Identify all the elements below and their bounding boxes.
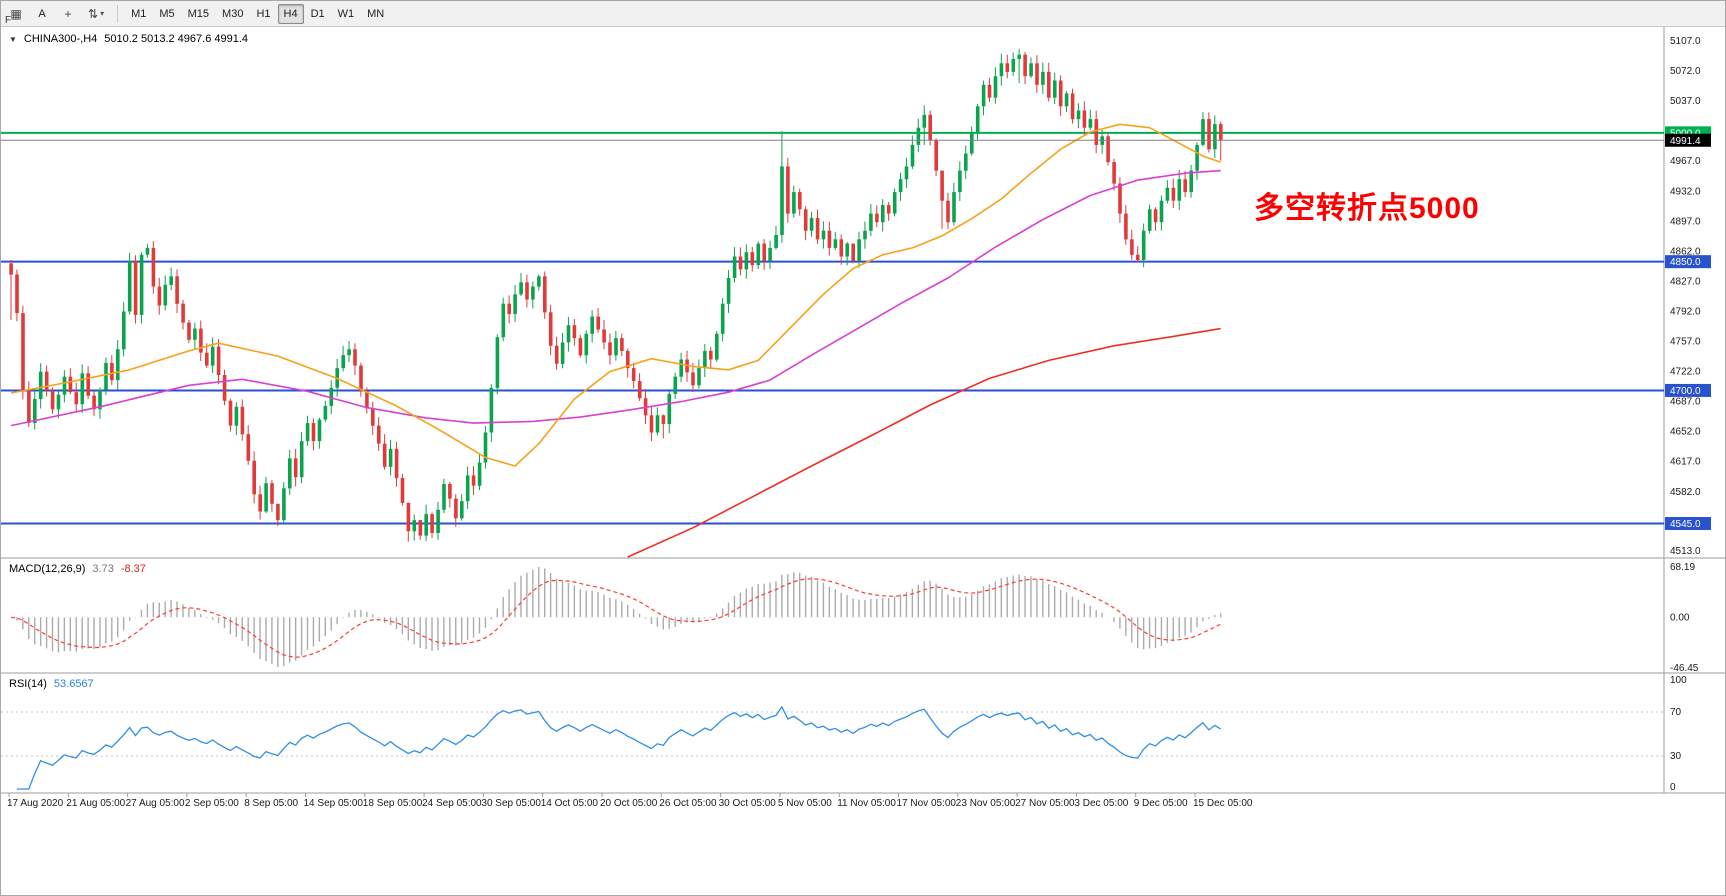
objects-icon: ⇅	[88, 6, 99, 21]
timeframe-button-m15[interactable]: M15	[182, 4, 215, 24]
svg-text:14 Oct 05:00: 14 Oct 05:00	[541, 798, 599, 809]
svg-text:4991.4: 4991.4	[1670, 136, 1701, 147]
svg-text:8 Sep 05:00: 8 Sep 05:00	[244, 798, 298, 809]
svg-text:68.19: 68.19	[1670, 562, 1695, 573]
macd-name: MACD(12,26,9)	[9, 563, 86, 575]
top-toolbar: ▦ A + ⇅ ▾ M1 M5 M15 M30 H1 H4 D1 W1 MN	[1, 1, 1725, 27]
svg-text:5072.0: 5072.0	[1670, 66, 1701, 77]
svg-text:4850.0: 4850.0	[1670, 257, 1701, 268]
timeframe-button-mn[interactable]: MN	[361, 4, 390, 24]
svg-text:24 Sep 05:00: 24 Sep 05:00	[422, 798, 482, 809]
svg-text:4862.0: 4862.0	[1670, 246, 1701, 257]
hline-4850[interactable]: 4850.0	[1, 255, 1711, 269]
svg-text:9 Dec 05:00: 9 Dec 05:00	[1134, 798, 1188, 809]
svg-text:4700.0: 4700.0	[1670, 386, 1701, 397]
svg-text:27 Nov 05:00: 27 Nov 05:00	[1015, 798, 1075, 809]
svg-text:4513.0: 4513.0	[1670, 546, 1701, 557]
macd-indicator-label: MACD(12,26,9) 3.73 -8.37	[9, 563, 146, 575]
timeframe-button-h4[interactable]: H4	[277, 3, 304, 24]
symbol-dropdown-icon[interactable]: ▼	[9, 34, 17, 44]
svg-text:5037.0: 5037.0	[1670, 96, 1701, 107]
ma_red-line[interactable]	[627, 327, 1221, 558]
cursor-text-tool-button[interactable]: A	[30, 4, 54, 24]
time-scale[interactable]: 17 Aug 2020 21 Aug 05:00 27 Aug 05:00 2 Sep…	[7, 793, 1253, 809]
svg-text:4722.0: 4722.0	[1670, 367, 1701, 378]
rsi-indicator-label: RSI(14) 53.6567	[9, 678, 94, 690]
ohlc-values: 5010.2 5013.2 4967.6 4991.4	[104, 33, 249, 45]
chart-title: ▼ CHINA300-,H4 5010.2 5013.2 4967.6 4991…	[9, 33, 248, 45]
symbol-timeframe-label: CHINA300-,H4	[23, 33, 98, 45]
svg-text:4617.0: 4617.0	[1670, 457, 1701, 468]
chart-area[interactable]: 5107.05072.05037.05002.04967.04932.04897…	[1, 27, 1725, 895]
ma_magenta-line[interactable]	[10, 169, 1221, 427]
new-chart-icon[interactable]: ▦	[4, 4, 28, 24]
svg-text:0: 0	[1670, 782, 1676, 793]
timeframe-button-m30[interactable]: M30	[216, 4, 249, 24]
svg-text:5 Nov 05:00: 5 Nov 05:00	[778, 798, 832, 809]
svg-text:4757.0: 4757.0	[1670, 337, 1701, 348]
svg-text:27 Aug 05:00: 27 Aug 05:00	[126, 798, 185, 809]
macd-signal-value: -8.37	[120, 563, 146, 575]
toolbar-separator	[117, 4, 119, 23]
macd-signal-line	[10, 578, 1221, 658]
svg-text:21 Aug 05:00: 21 Aug 05:00	[66, 798, 125, 809]
price-scale[interactable]: 5107.05072.05037.05002.04967.04932.04897…	[1670, 36, 1701, 557]
chevron-down-icon: ▾	[100, 9, 105, 18]
svg-text:14 Sep 05:00: 14 Sep 05:00	[304, 798, 364, 809]
svg-text:4792.0: 4792.0	[1670, 306, 1701, 317]
svg-text:4897.0: 4897.0	[1670, 216, 1701, 227]
svg-text:0.00: 0.00	[1670, 612, 1690, 623]
svg-text:4932.0: 4932.0	[1670, 186, 1701, 197]
svg-text:4967.0: 4967.0	[1670, 156, 1701, 167]
svg-text:17 Nov 05:00: 17 Nov 05:00	[897, 798, 957, 809]
svg-text:-46.45: -46.45	[1670, 663, 1699, 674]
timeframe-button-d1[interactable]: D1	[305, 4, 331, 24]
svg-text:18 Sep 05:00: 18 Sep 05:00	[363, 798, 423, 809]
svg-text:15 Dec 05:00: 15 Dec 05:00	[1193, 798, 1253, 809]
timeframe-button-h1[interactable]: H1	[250, 4, 276, 24]
svg-text:4545.0: 4545.0	[1670, 519, 1701, 530]
timeframe-button-m5[interactable]: M5	[153, 4, 180, 24]
svg-text:4582.0: 4582.0	[1670, 487, 1701, 498]
svg-text:4827.0: 4827.0	[1670, 276, 1701, 287]
svg-text:30 Oct 05:00: 30 Oct 05:00	[719, 798, 777, 809]
hline-5000[interactable]: 5000.0	[1, 126, 1711, 140]
macd-main-value: 3.73	[92, 563, 114, 575]
rsi-line	[16, 705, 1222, 790]
svg-text:23 Nov 05:00: 23 Nov 05:00	[956, 798, 1016, 809]
svg-text:4652.0: 4652.0	[1670, 427, 1701, 438]
svg-text:3 Dec 05:00: 3 Dec 05:00	[1074, 798, 1128, 809]
svg-text:4687.0: 4687.0	[1670, 397, 1701, 408]
svg-text:26 Oct 05:00: 26 Oct 05:00	[659, 798, 717, 809]
svg-text:5107.0: 5107.0	[1670, 36, 1701, 47]
main-chart-svg: 5107.05072.05037.05002.04967.04932.04897…	[1, 27, 1725, 809]
svg-text:11 Nov 05:00: 11 Nov 05:00	[837, 798, 896, 809]
timeframe-button-w1[interactable]: W1	[332, 4, 361, 24]
timeframe-button-m1[interactable]: M1	[125, 4, 152, 24]
hline-4545[interactable]: 4545.0	[1, 517, 1711, 531]
svg-text:20 Oct 05:00: 20 Oct 05:00	[600, 798, 658, 809]
svg-text:30 Sep 05:00: 30 Sep 05:00	[481, 798, 541, 809]
candlestick-series	[9, 48, 1223, 542]
objects-dropdown-button[interactable]: ⇅ ▾	[82, 4, 110, 24]
rsi-name: RSI(14)	[9, 678, 47, 690]
hline-4700[interactable]: 4700.0	[1, 383, 1711, 397]
macd-histogram	[16, 567, 1222, 667]
svg-text:30: 30	[1670, 751, 1682, 762]
timeframe-group: M1 M5 M15 M30 H1 H4 D1 W1 MN	[125, 3, 390, 24]
toolbar-f-label: F	[5, 15, 12, 26]
ma_orange-line[interactable]	[10, 123, 1221, 467]
svg-text:70: 70	[1670, 707, 1682, 718]
svg-text:100: 100	[1670, 675, 1687, 686]
crosshair-icon[interactable]: +	[56, 4, 80, 24]
current-price-line: 4991.4	[1, 133, 1711, 147]
chart-annotation: 多空转折点5000	[1254, 192, 1480, 225]
svg-text:17 Aug 2020: 17 Aug 2020	[7, 798, 64, 809]
panel-borders	[1, 27, 1725, 794]
rsi-value: 53.6567	[53, 678, 94, 690]
svg-text:2 Sep 05:00: 2 Sep 05:00	[185, 798, 239, 809]
